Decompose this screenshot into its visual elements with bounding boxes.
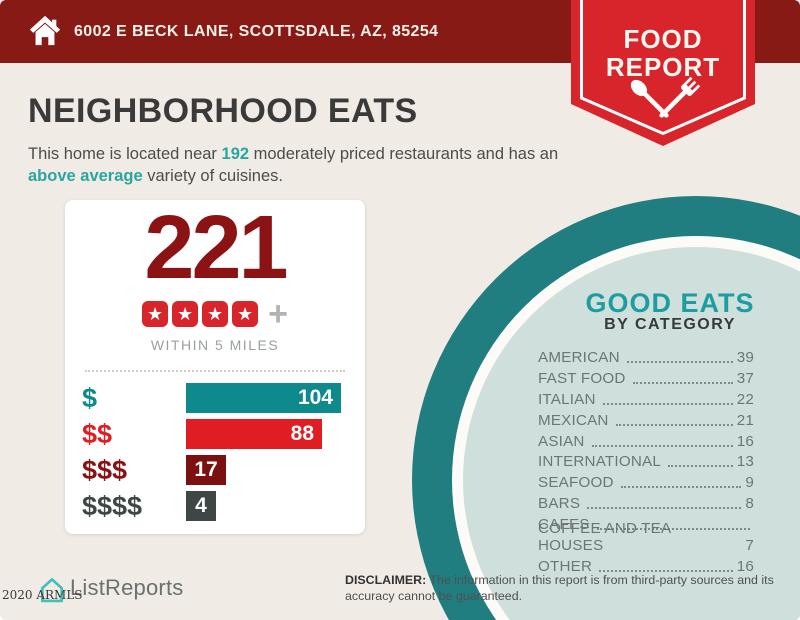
disclaimer-label: DISCLAIMER: [345, 573, 427, 587]
category-value: 37 [736, 369, 754, 387]
food-report-ribbon: FOOD REPORT [571, 0, 755, 146]
spoon-fork-icon [630, 76, 701, 118]
home-icon [29, 15, 61, 46]
price-tier-label: $$ [82, 418, 113, 449]
category-list: AMERICAN 39 FAST FOOD 37 ITALIAN 22 MEXICAN 21 A… [538, 349, 754, 581]
category-row: ASIAN 16 [538, 432, 754, 450]
price-tier-label: $$$$ [82, 490, 143, 521]
category-label: FAST FOOD [538, 369, 626, 387]
intro-segment: moderately priced restaurants and has an [249, 145, 559, 163]
price-tier-value: 4 [195, 494, 207, 517]
price-tier-row: $$ 88 [65, 419, 365, 449]
good-eats-subtitle: BY CATEGORY [604, 316, 736, 333]
radius-label: WITHIN 5 MILES [150, 337, 280, 353]
dotted-leader [626, 361, 733, 363]
dotted-leader [632, 381, 733, 384]
category-row: COFFEE AND TEA HOUSES 7 [538, 520, 754, 555]
badge-line1: FOOD [623, 24, 702, 54]
total-restaurants: 221 [144, 198, 288, 298]
category-row: ITALIAN 22 [538, 390, 754, 408]
price-tier-value: 104 [297, 386, 333, 409]
intro-segment: variety of cuisines. [142, 166, 283, 185]
category-label: INTERNATIONAL [538, 453, 661, 471]
category-label: ASIAN [538, 432, 585, 450]
price-tier-label: $ [82, 382, 98, 413]
dotted-leader [602, 402, 733, 405]
category-label: OTHER [538, 557, 593, 575]
price-tier-value: 88 [290, 422, 314, 445]
intro-segment: This home is located near [28, 145, 222, 163]
star-rating: ★ ★ ★ ★ + [65, 295, 365, 333]
dotted-leader [596, 528, 750, 531]
good-eats-title: GOOD EATS [585, 288, 755, 318]
category-value: 21 [736, 411, 754, 429]
star-icon: ★ [142, 301, 169, 327]
disclaimer: DISCLAIMER: The information in this repo… [345, 573, 797, 604]
category-value: 8 [745, 495, 754, 513]
category-value: 7 [745, 537, 754, 555]
badge-line2: REPORT [606, 52, 720, 82]
price-tier-row: $104 [65, 383, 365, 413]
category-label: AMERICAN [538, 349, 620, 366]
category-row: CAFES [538, 516, 754, 534]
listreports-logo-icon [40, 578, 64, 603]
category-row: OTHER 16 [538, 557, 754, 575]
price-tier-bar: 88 [186, 419, 322, 449]
category-row: SEAFOOD 9 [538, 474, 754, 492]
category-label: COFFEE AND TEA HOUSES [538, 520, 671, 555]
price-tier-row: $$$$ 4 [65, 491, 365, 521]
plus-sign: + [268, 295, 288, 333]
category-value: 16 [736, 557, 754, 575]
dotted-leader [668, 465, 733, 468]
category-row: AMERICAN 39 [538, 349, 754, 366]
star-icon: ★ [172, 301, 199, 327]
category-row: MEXICAN 21 [538, 411, 754, 429]
price-tier-label: $$$ [82, 454, 128, 485]
star-icon: ★ [232, 301, 259, 327]
category-value: 16 [736, 432, 754, 450]
price-tier-chart: $104 $$ 88 $$$ 17 $$$$ 4 [65, 383, 365, 527]
restaurant-count: 192 [221, 145, 250, 163]
listreports-logo-text: ListReports [70, 575, 184, 600]
category-label: SEAFOOD [538, 474, 614, 492]
card-divider [85, 370, 345, 372]
category-label: BARS [538, 495, 581, 513]
property-address: 6002 E BECK LANE, SCOTTSDALE, AZ, 85254 [74, 23, 439, 40]
dotted-leader [620, 486, 742, 489]
price-tier-bar: 4 [186, 491, 216, 521]
price-tier-row: $$$ 17 [65, 455, 365, 485]
price-tier-bar: 17 [186, 455, 226, 485]
category-label: MEXICAN [538, 411, 609, 429]
dotted-leader [599, 569, 733, 572]
dotted-leader [591, 444, 733, 447]
category-label: ITALIAN [538, 390, 596, 408]
disclaimer-text: The information in this report is from t… [345, 573, 774, 603]
category-value: 9 [745, 474, 754, 492]
category-row: INTERNATIONAL 13 [538, 453, 754, 471]
category-row: BARS 8 [538, 495, 754, 513]
category-label: CAFES [538, 516, 590, 534]
price-tier-bar: 104 [186, 383, 341, 413]
page-title: NEIGHBORHOOD EATS [28, 92, 418, 130]
price-tier-value: 17 [194, 458, 218, 481]
dotted-leader [615, 423, 733, 426]
category-value: 39 [736, 349, 754, 366]
dotted-leader [587, 507, 742, 510]
category-row: FAST FOOD 37 [538, 369, 754, 387]
mls-watermark: 2020 ARMLS [2, 588, 83, 602]
category-value: 22 [736, 390, 754, 408]
category-value: 13 [736, 453, 754, 471]
star-icon: ★ [202, 301, 229, 327]
variety-rating: above average [28, 166, 143, 185]
intro-text: This home is located near 192 moderately… [28, 144, 576, 188]
